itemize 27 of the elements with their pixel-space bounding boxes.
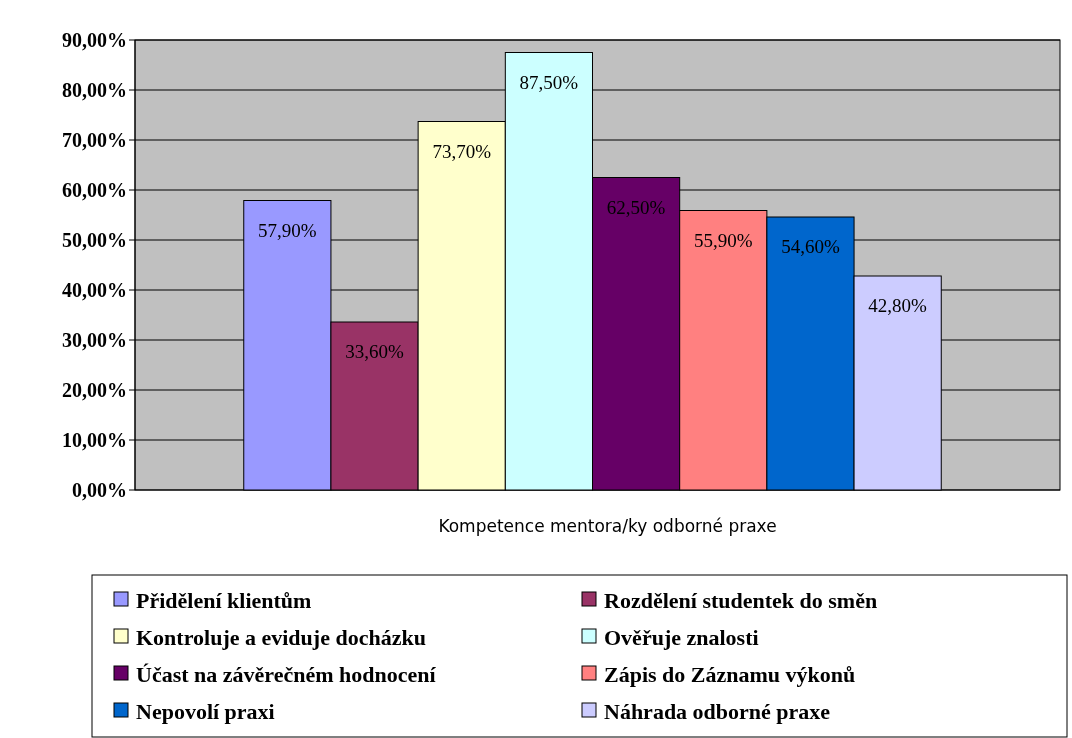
x-axis-title: Kompetence mentora/ky odborné praxe xyxy=(438,516,777,536)
y-tick-label: 60,00% xyxy=(62,179,127,201)
y-tick-label: 20,00% xyxy=(62,379,127,401)
data-label: 57,90% xyxy=(258,219,317,241)
y-tick-label: 0,00% xyxy=(72,479,127,501)
data-label: 54,60% xyxy=(781,236,840,257)
legend-label: Zápis do Záznamu výkonů xyxy=(604,661,856,687)
data-label: 73,70% xyxy=(432,140,492,162)
legend-label: Rozdělení studentek do směn xyxy=(604,587,878,613)
y-tick-label: 40,00% xyxy=(62,279,127,301)
data-label: 33,60% xyxy=(345,341,404,362)
legend-label: Náhrada odborné praxe xyxy=(604,698,831,724)
legend-label: Ověřuje znalosti xyxy=(604,624,759,650)
legend-label: Účast na závěrečném hodnocení xyxy=(136,661,437,687)
y-tick-label: 90,00% xyxy=(62,29,127,51)
data-label: 87,50% xyxy=(519,71,579,93)
y-tick-label: 30,00% xyxy=(62,329,127,351)
y-tick-label: 70,00% xyxy=(62,129,127,151)
legend-label: Přidělení klientům xyxy=(136,587,312,613)
legend-label: Nepovolí praxi xyxy=(136,698,275,724)
y-tick-label: 10,00% xyxy=(62,429,127,451)
data-label: 62,50% xyxy=(606,196,666,218)
data-label: 55,90% xyxy=(693,229,753,251)
y-tick-label: 80,00% xyxy=(62,79,127,101)
data-label: 42,80% xyxy=(868,295,928,316)
legend-label: Kontroluje a eviduje docházku xyxy=(136,624,426,650)
y-tick-label: 50,00% xyxy=(62,229,127,251)
